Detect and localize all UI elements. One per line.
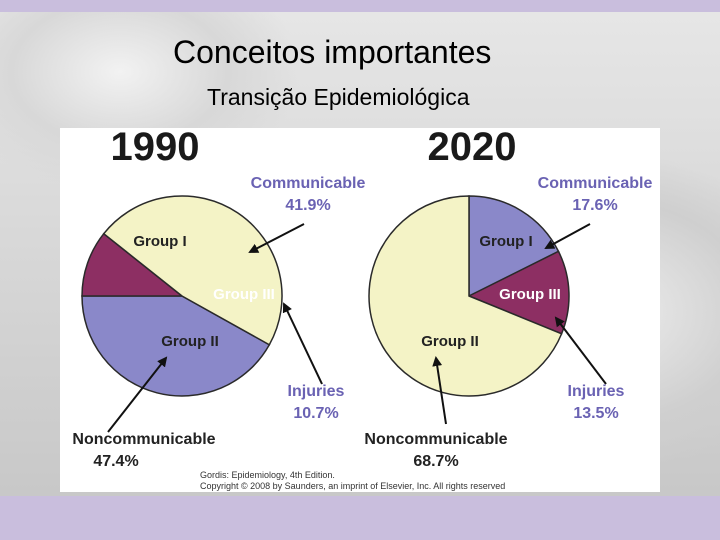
slide-title: Conceitos importantes	[173, 34, 492, 70]
pie-slice-1990-group2	[102, 195, 283, 346]
arrow-1990-inj	[282, 302, 323, 385]
data-label-2020-noncommunicable: 68.7%	[413, 453, 458, 470]
group-label-2020-group3: Group III	[499, 286, 561, 303]
credit-line-2: Copyright © 2008 by Saunders, an imprint…	[200, 481, 505, 491]
bottom-band	[0, 496, 720, 540]
chart-title-1990: 1990	[111, 128, 200, 169]
slide-subtitle: Transição Epidemiológica	[207, 84, 470, 110]
group-label-1990-group2: Group II	[161, 333, 219, 350]
category-label-2020-noncommunicable: Noncommunicable	[364, 431, 507, 448]
group-label-2020-group1: Group I	[479, 233, 532, 250]
pie-slice-2020-group3	[467, 250, 570, 335]
data-label-2020-injuries: 13.5%	[573, 405, 618, 422]
arrow-2020-non	[432, 356, 447, 425]
category-label-1990-injuries: Injuries	[288, 383, 345, 400]
group-label-1990-group3: Group III	[213, 286, 275, 303]
pie-slice-1990-group3	[81, 232, 185, 297]
data-label-1990-injuries: 10.7%	[293, 405, 338, 422]
arrow-1990-non	[107, 356, 168, 433]
data-label-2020-communicable: 17.6%	[572, 197, 617, 214]
credit-line-1: Gordis: Epidemiology, 4th Edition.	[200, 470, 335, 480]
chart-title-2020: 2020	[428, 128, 517, 169]
category-label-1990-noncommunicable: Noncommunicable	[72, 431, 215, 448]
arrow-1990-comm	[248, 223, 305, 253]
group-label-2020-group2: Group II	[421, 333, 479, 350]
chart-panel: 1990 Group I Group III Group II Communicable…	[60, 128, 660, 492]
pie-slice-2020-group2	[368, 195, 563, 397]
category-label-2020-injuries: Injuries	[568, 383, 625, 400]
category-label-1990-communicable: Communicable	[251, 175, 366, 192]
top-band	[0, 0, 720, 12]
pie-charts: 1990 Group I Group III Group II Communicable…	[72, 128, 653, 491]
group-label-1990-group1: Group I	[133, 233, 186, 250]
pie-slice-1990-group1	[81, 295, 271, 397]
data-label-1990-noncommunicable: 47.4%	[93, 453, 138, 470]
data-label-1990-communicable: 41.9%	[285, 197, 330, 214]
arrow-2020-inj	[554, 316, 607, 385]
category-label-2020-communicable: Communicable	[538, 175, 653, 192]
arrow-2020-comm	[544, 223, 591, 249]
